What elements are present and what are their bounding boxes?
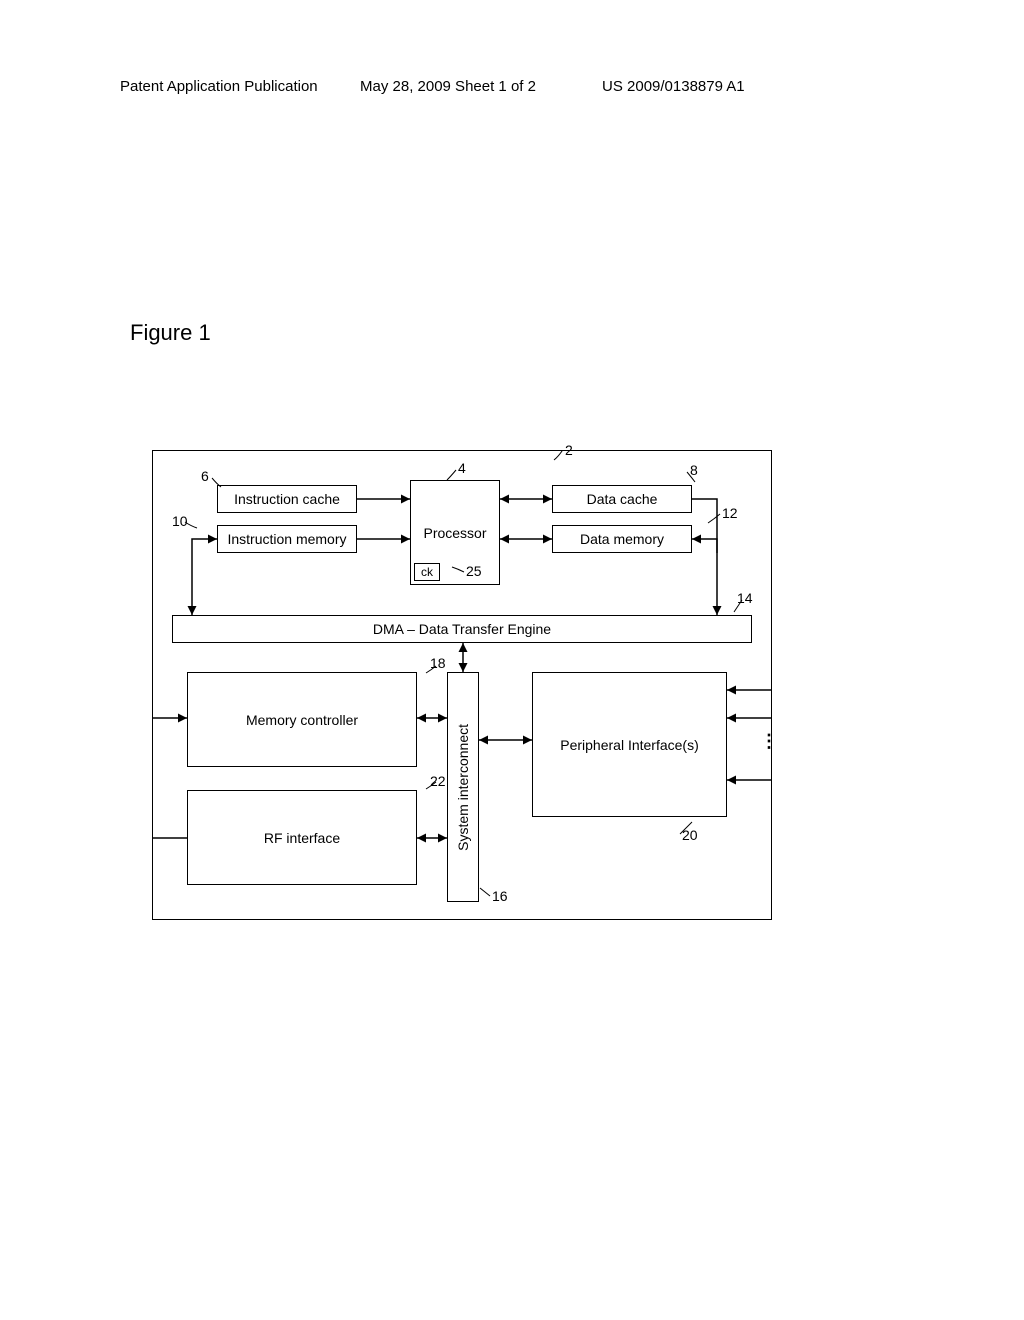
ref-label-10: 10 <box>172 513 188 529</box>
instruction-cache-box: Instruction cache <box>217 485 357 513</box>
data-memory-label: Data memory <box>580 531 664 547</box>
ref-label-4: 4 <box>458 460 466 476</box>
instruction-cache-label: Instruction cache <box>234 491 340 507</box>
ref-label-20: 20 <box>682 827 698 843</box>
ref-label-8: 8 <box>690 462 698 478</box>
ref-label-22: 22 <box>430 773 446 789</box>
dma-label: DMA – Data Transfer Engine <box>373 621 551 637</box>
data-memory-box: Data memory <box>552 525 692 553</box>
data-cache-label: Data cache <box>587 491 658 507</box>
instruction-memory-label: Instruction memory <box>227 531 346 547</box>
processor-label: Processor <box>423 525 486 541</box>
instruction-memory-box: Instruction memory <box>217 525 357 553</box>
ref-label-25: 25 <box>466 563 482 579</box>
ellipsis-icon: ⋮ <box>760 738 778 744</box>
memory-controller-label: Memory controller <box>246 712 358 728</box>
ref-label-16: 16 <box>492 888 508 904</box>
header-right: US 2009/0138879 A1 <box>602 78 745 95</box>
header-middle: May 28, 2009 Sheet 1 of 2 <box>360 78 536 95</box>
dma-box: DMA – Data Transfer Engine <box>172 615 752 643</box>
data-cache-box: Data cache <box>552 485 692 513</box>
header-left: Patent Application Publication <box>120 78 318 95</box>
rf-interface-box: RF interface <box>187 790 417 885</box>
system-interconnect-box: System interconnect <box>447 672 479 902</box>
ref-label-18: 18 <box>430 655 446 671</box>
memory-controller-box: Memory controller <box>187 672 417 767</box>
ref-label-2: 2 <box>565 442 573 458</box>
peripheral-interface-box: Peripheral Interface(s) <box>532 672 727 817</box>
peripheral-interface-label: Peripheral Interface(s) <box>560 737 699 753</box>
ck-label: ck <box>421 565 433 579</box>
ref-label-12: 12 <box>722 505 738 521</box>
rf-interface-label: RF interface <box>264 830 340 846</box>
system-interconnect-label: System interconnect <box>455 724 471 851</box>
ck-box: ck <box>414 563 440 581</box>
ref-label-6: 6 <box>201 468 209 484</box>
figure-title: Figure 1 <box>130 320 211 346</box>
ref-label-14: 14 <box>737 590 753 606</box>
block-diagram: Instruction cache Instruction memory Pro… <box>152 450 772 930</box>
